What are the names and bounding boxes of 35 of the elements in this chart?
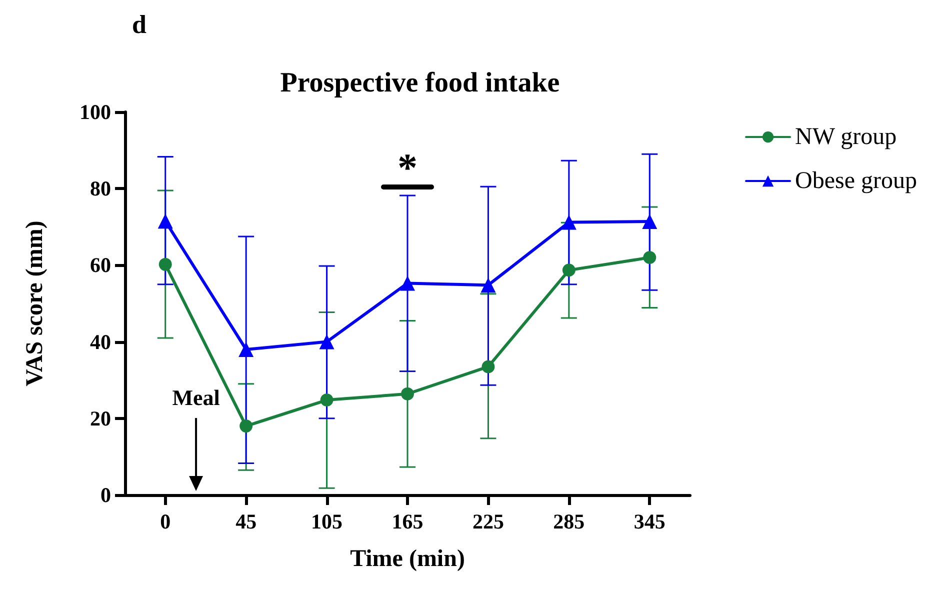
- point: [562, 264, 576, 277]
- point: [480, 278, 496, 293]
- point: [482, 360, 495, 374]
- x-tick-label: 0: [160, 510, 171, 534]
- y-tick-label: 80: [90, 176, 111, 201]
- x-tick-label: 225: [472, 510, 504, 534]
- x-tick-label: 285: [553, 510, 585, 534]
- point: [158, 214, 173, 229]
- annotation: Meal: [172, 385, 220, 411]
- y-tick-label: 40: [90, 330, 111, 354]
- x-tick-label: 165: [392, 510, 424, 534]
- point: [400, 276, 415, 291]
- y-tick-label: 60: [90, 253, 111, 278]
- x-tick-label: 45: [236, 510, 257, 534]
- text: d: [132, 10, 146, 40]
- point: [240, 420, 253, 433]
- point: [643, 251, 656, 264]
- y-axis-title: VAS score (mm): [22, 220, 48, 386]
- point: [158, 258, 172, 271]
- point: [238, 342, 254, 357]
- x-tick-label: 345: [634, 510, 666, 534]
- point: [401, 387, 414, 400]
- y-tick-label: 100: [80, 100, 111, 124]
- point: [319, 334, 334, 350]
- legend-label: Obese group: [795, 168, 917, 194]
- y-tick-label: 0: [100, 483, 111, 507]
- annotation: *: [398, 144, 418, 191]
- legend-label: NW group: [795, 124, 897, 150]
- chart-title: Prospective food intake: [280, 68, 560, 98]
- point: [642, 214, 658, 230]
- point: [320, 394, 334, 407]
- y-tick-label: 20: [90, 406, 111, 430]
- x-axis-title: Time (min): [350, 546, 465, 572]
- x-tick-label: 105: [311, 510, 343, 534]
- point: [561, 214, 576, 230]
